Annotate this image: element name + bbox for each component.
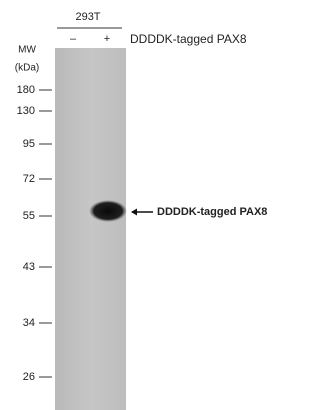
band-label: DDDDK-tagged PAX8 [157,206,267,218]
blot-figure: 293T – + DDDDK-tagged PAX8 MW (kDa) DDDD… [0,0,289,410]
mw-marker: 72 [23,173,35,185]
mw-marker: 95 [23,138,35,150]
mw-marker: 43 [23,261,35,273]
cell-line: 293T [75,11,100,23]
lane-sign: – [70,33,77,45]
mw-marker: 26 [23,371,35,383]
mw-marker: 130 [17,105,35,117]
lane-label: DDDDK-tagged PAX8 [130,32,247,46]
protein-band [89,200,127,222]
mw-unit: (kDa) [15,63,39,74]
mw-marker: 55 [23,210,35,222]
mw-marker: 180 [17,84,35,96]
arrow-head [131,209,137,216]
mw-title: MW [18,45,36,56]
lane-sign: + [104,33,110,45]
gel-lane [55,48,126,410]
mw-marker: 34 [23,317,35,329]
